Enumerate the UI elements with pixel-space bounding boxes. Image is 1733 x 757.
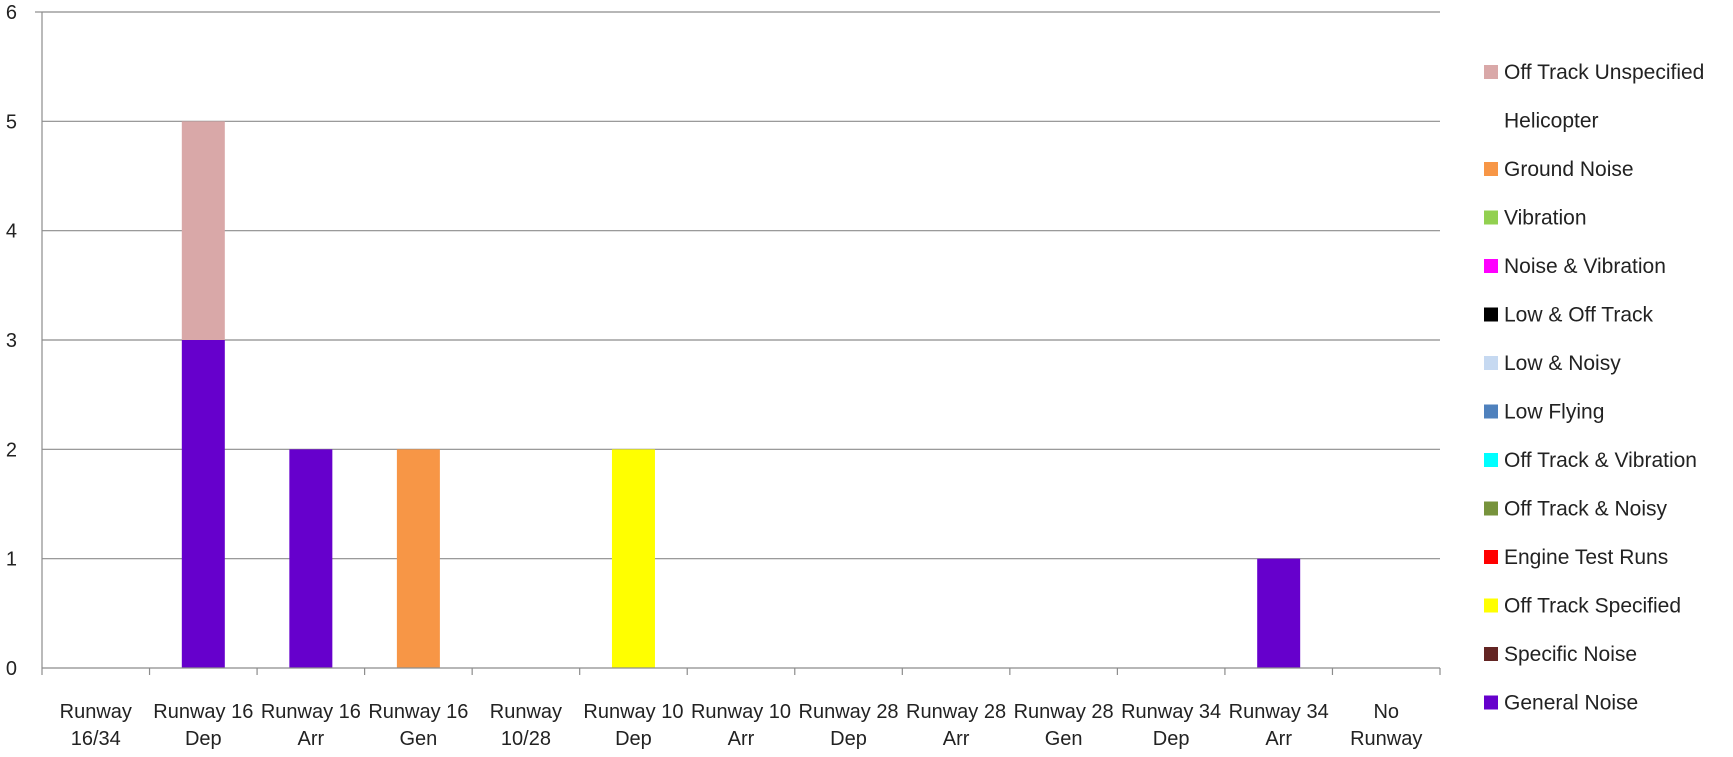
x-tick-label-runway-28-dep: Runway 28 Dep — [799, 701, 899, 750]
legend-label: Engine Test Runs — [1504, 546, 1668, 569]
legend-label: Specific Noise — [1504, 643, 1637, 666]
legend-label: Low & Noisy — [1504, 352, 1621, 375]
legend: Off Track Unspecified Helicopter Ground No… — [1484, 61, 1704, 715]
legend-label: Vibration — [1504, 207, 1587, 230]
x-tick-label-runway-10-28: Runway 10/28 — [490, 701, 562, 750]
legend-swatch — [1484, 162, 1498, 176]
legend-swatch — [1484, 259, 1498, 273]
legend-swatch — [1484, 404, 1498, 419]
y-tick-label: 3 — [6, 330, 17, 352]
legend-item-low-flying: Low Flying — [1484, 401, 1604, 424]
legend-item-off-track-and-vibration: Off Track & Vibration — [1484, 449, 1697, 472]
x-tick-label-runway-28-gen: Runway 28 Gen — [1014, 701, 1114, 750]
bar-off-track-unspecified-runway-16-dep — [181, 121, 225, 340]
legend-swatch — [1484, 113, 1498, 128]
legend-item-off-track-and-noisy: Off Track & Noisy — [1484, 498, 1667, 521]
legend-swatch — [1484, 501, 1498, 516]
legend-swatch — [1484, 550, 1498, 564]
legend-item-low-and-off-track: Low & Off Track — [1484, 304, 1653, 327]
legend-item-engine-test-runs: Engine Test Runs — [1484, 546, 1668, 569]
x-tick-label-runway-10-dep: Runway 10 Dep — [583, 701, 683, 750]
legend-swatch — [1484, 598, 1498, 613]
x-tick-label-runway-16-gen: Runway 16 Gen — [368, 701, 468, 750]
legend-swatch — [1484, 65, 1498, 79]
axes — [35, 11, 1441, 675]
y-tick-label: 1 — [6, 549, 17, 571]
y-axis-tick-labels: 0 1 2 3 4 5 6 — [6, 2, 17, 680]
legend-item-off-track-specified: Off Track Specified — [1484, 595, 1681, 618]
legend-label: General Noise — [1504, 692, 1638, 715]
legend-label: Low & Off Track — [1504, 304, 1653, 327]
legend-item-helicopter: Helicopter — [1484, 110, 1599, 133]
legend-label: Ground Noise — [1504, 158, 1634, 181]
y-tick-label: 0 — [6, 658, 17, 680]
legend-label: Helicopter — [1504, 110, 1599, 133]
x-tick-label-runway-34-arr: Runway 34 Arr — [1229, 701, 1329, 750]
x-tick-label-runway-28-arr: Runway 28 Arr — [906, 701, 1006, 750]
legend-item-noise-and-vibration: Noise & Vibration — [1484, 255, 1666, 278]
legend-item-off-track-unspecified: Off Track Unspecified — [1484, 61, 1704, 84]
legend-swatch — [1484, 453, 1498, 467]
legend-label: Noise & Vibration — [1504, 255, 1666, 278]
legend-label: Off Track Unspecified — [1504, 61, 1704, 84]
legend-item-ground-noise: Ground Noise — [1484, 158, 1634, 181]
bar-general-noise-runway-16-arr — [289, 449, 333, 668]
gridlines — [42, 11, 1440, 560]
y-tick-label: 2 — [6, 439, 17, 461]
x-tick-label-runway-16-34: Runway 16/34 — [60, 701, 132, 750]
legend-swatch — [1484, 307, 1498, 322]
legend-item-low-and-noisy: Low & Noisy — [1484, 352, 1621, 375]
legend-label: Low Flying — [1504, 401, 1604, 424]
x-tick-label-runway-16-arr: Runway 16 Arr — [261, 701, 361, 750]
legend-label: Off Track Specified — [1504, 595, 1681, 618]
bar-ground-noise-runway-16-gen — [396, 449, 440, 668]
legend-label: Off Track & Vibration — [1504, 449, 1697, 472]
bar-general-noise-runway-16-dep — [181, 340, 225, 668]
y-tick-label: 6 — [6, 2, 17, 24]
bars — [181, 121, 1301, 668]
legend-swatch — [1484, 647, 1498, 661]
legend-item-vibration: Vibration — [1484, 207, 1587, 230]
legend-swatch — [1484, 210, 1498, 225]
y-tick-label: 5 — [6, 111, 17, 133]
legend-item-specific-noise: Specific Noise — [1484, 643, 1637, 666]
bar-off-track-specified-runway-10-dep — [611, 449, 655, 668]
bar-general-noise-runway-34-arr — [1257, 558, 1301, 668]
x-tick-label-runway-10-arr: Runway 10 Arr — [691, 701, 791, 750]
legend-swatch — [1484, 695, 1498, 710]
y-tick-label: 4 — [6, 221, 17, 243]
legend-swatch — [1484, 356, 1498, 370]
x-tick-label-runway-16-dep: Runway 16 Dep — [153, 701, 253, 750]
x-tick-label-no-runway: No Runway — [1350, 701, 1422, 750]
legend-label: Off Track & Noisy — [1504, 498, 1667, 521]
legend-item-general-noise: General Noise — [1484, 692, 1638, 715]
x-tick-label-runway-34-dep: Runway 34 Dep — [1121, 701, 1221, 750]
